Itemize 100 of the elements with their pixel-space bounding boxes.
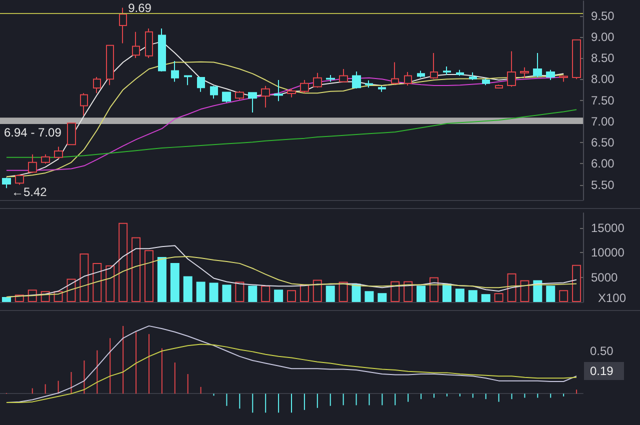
bar <box>520 280 530 302</box>
candlestick <box>287 88 296 98</box>
candlestick <box>197 76 205 92</box>
candlestick <box>171 60 179 82</box>
candlestick <box>546 69 555 81</box>
line-series <box>6 109 578 158</box>
line-series <box>6 256 578 298</box>
band-label: 6.94 - 7.09 <box>4 126 62 140</box>
bar <box>312 280 322 302</box>
candlestick <box>106 44 114 86</box>
candlestick <box>28 154 37 174</box>
candlestick <box>495 84 503 89</box>
candlestick <box>352 71 361 89</box>
bar <box>196 282 206 302</box>
candlestick <box>339 68 348 84</box>
bar <box>559 290 568 302</box>
candlestick <box>210 85 218 100</box>
candlestick <box>54 146 63 160</box>
bar <box>170 262 180 302</box>
y-tick-label: 8.50 <box>591 51 615 66</box>
bar <box>300 284 309 302</box>
bar <box>132 237 141 302</box>
bar <box>235 282 244 302</box>
bar <box>338 282 348 302</box>
bar <box>92 262 102 302</box>
y-tick-label: 7.50 <box>591 93 615 108</box>
bar <box>261 286 270 302</box>
bar <box>494 293 504 302</box>
bar <box>430 277 439 302</box>
bar <box>416 286 426 302</box>
candlestick <box>132 31 140 59</box>
text: 0.50 <box>590 344 614 358</box>
candlestick <box>559 74 568 82</box>
candlestick <box>2 177 11 189</box>
candlestick <box>469 72 477 81</box>
y-tick-label: 6.50 <box>591 136 615 150</box>
candlestick <box>248 92 257 114</box>
bar <box>326 286 335 302</box>
bar <box>572 264 582 302</box>
y-tick-label: 6.00 <box>591 156 615 171</box>
candlestick <box>119 7 127 44</box>
candlestick <box>326 74 335 82</box>
bar <box>390 281 400 302</box>
text: X100 <box>598 291 626 305</box>
y-tick-label: 9.00 <box>591 30 615 44</box>
candlestick <box>184 75 192 86</box>
candlestick <box>456 69 464 76</box>
candlestick <box>430 52 438 80</box>
bar <box>546 286 556 302</box>
candlestick <box>80 92 88 116</box>
y-tick-label: 5.50 <box>591 178 615 192</box>
candlestick <box>15 174 24 186</box>
bar <box>442 284 452 302</box>
y-tick-label: 10000 <box>591 246 625 260</box>
candlestick <box>378 85 386 92</box>
y-tick-label: 8.00 <box>591 72 615 86</box>
candlestick <box>93 76 101 94</box>
bar <box>455 288 464 302</box>
bar <box>157 257 166 302</box>
candlestick <box>300 80 309 94</box>
candlestick <box>222 92 231 103</box>
candlestick <box>391 62 399 85</box>
bar <box>118 222 128 302</box>
candlestick <box>482 78 490 86</box>
candlestick <box>443 66 451 76</box>
candlestick <box>507 50 516 88</box>
annotation: 9.69 <box>128 0 152 15</box>
candlestick <box>235 90 244 100</box>
candlestick <box>404 71 412 86</box>
y-tick-label: 15000 <box>591 220 625 235</box>
y-tick-label: 5000 <box>591 270 618 284</box>
bar <box>468 290 478 302</box>
bar <box>183 276 192 302</box>
bar <box>66 278 76 302</box>
bar <box>144 250 154 302</box>
bar <box>274 290 284 302</box>
bar <box>248 286 258 302</box>
bar <box>106 265 115 302</box>
bar <box>209 282 218 302</box>
candlestick <box>41 154 50 164</box>
bar <box>80 254 89 302</box>
bar <box>352 284 361 302</box>
candlestick <box>365 80 373 88</box>
candlestick <box>417 70 425 78</box>
candlestick <box>313 72 322 88</box>
candlestick <box>274 80 283 102</box>
bar <box>364 291 374 302</box>
bar <box>378 293 387 302</box>
bar <box>507 273 516 302</box>
annotation: ←5.42 <box>11 185 48 200</box>
y-tick-label: 7.00 <box>591 114 615 128</box>
y-tick-label: 9.50 <box>591 8 615 23</box>
bar <box>2 297 11 302</box>
bar <box>222 284 232 302</box>
bar <box>481 294 490 302</box>
candlestick <box>145 28 153 59</box>
candlestick <box>158 28 166 72</box>
candlestick <box>533 52 542 78</box>
bar <box>287 290 296 302</box>
candlestick <box>261 85 270 108</box>
